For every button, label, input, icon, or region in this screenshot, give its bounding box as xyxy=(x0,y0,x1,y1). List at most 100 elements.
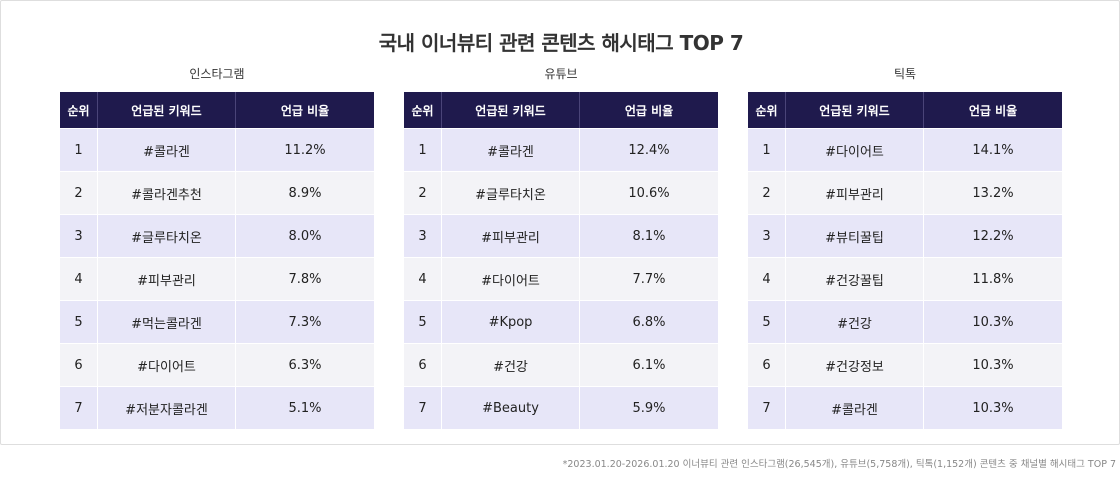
header-keyword: 언급된 키워드 xyxy=(786,92,924,128)
table-body: 1 #다이어트 14.1% 2 #피부관리 13.2% 3 #뷰티꿀팁 12.2% 4 #건강꿀팁 1… xyxy=(748,129,1062,429)
ratio-cell: 8.1% xyxy=(580,215,718,257)
table-body: 1 #콜라겐 12.4% 2 #글루타치온 10.6% 3 #피부관리 8.1% 4 #다이어트 7.… xyxy=(404,129,718,429)
rank-cell: 5 xyxy=(404,301,442,343)
chart-title: 국내 이너뷰티 관련 콘텐츠 해시태그 TOP 7 xyxy=(378,31,744,55)
header-keyword: 언급된 키워드 xyxy=(442,92,580,128)
table-youtube: 순위 언급된 키워드 언급 비율 1 #콜라겐 12.4% 2 #글루타치온 10.6% 3… xyxy=(404,91,718,430)
table-row: 5 #건강 10.3% xyxy=(748,301,1062,343)
table-row: 4 #다이어트 7.7% xyxy=(404,258,718,300)
table-row: 4 #피부관리 7.8% xyxy=(60,258,374,300)
keyword-cell: #콜라겐 xyxy=(442,129,580,171)
keyword-cell: #Beauty xyxy=(442,387,580,429)
rank-cell: 1 xyxy=(60,129,98,171)
ratio-cell: 7.3% xyxy=(236,301,374,343)
rank-cell: 1 xyxy=(404,129,442,171)
table-row: 1 #다이어트 14.1% xyxy=(748,129,1062,171)
header-rank: 순위 xyxy=(60,92,98,128)
ratio-cell: 13.2% xyxy=(924,172,1062,214)
ratio-cell: 11.2% xyxy=(236,129,374,171)
keyword-cell: #글루타치온 xyxy=(442,172,580,214)
table-row: 3 #글루타치온 8.0% xyxy=(60,215,374,257)
ratio-cell: 14.1% xyxy=(924,129,1062,171)
keyword-cell: #Kpop xyxy=(442,301,580,343)
ratio-cell: 5.1% xyxy=(236,387,374,429)
rank-cell: 4 xyxy=(748,258,786,300)
rank-cell: 2 xyxy=(748,172,786,214)
ratio-cell: 10.3% xyxy=(924,301,1062,343)
platform-title-youtube: 유튜브 xyxy=(544,67,578,81)
ratio-cell: 5.9% xyxy=(580,387,718,429)
keyword-cell: #콜라겐추천 xyxy=(98,172,236,214)
keyword-cell: #먹는콜라겐 xyxy=(98,301,236,343)
rank-cell: 4 xyxy=(404,258,442,300)
table-body: 1 #콜라겐 11.2% 2 #콜라겐추천 8.9% 3 #글루타치온 8.0% 4 #피부관리 7.… xyxy=(60,129,374,429)
keyword-cell: #피부관리 xyxy=(98,258,236,300)
keyword-cell: #다이어트 xyxy=(98,344,236,386)
table-header-row: 순위 언급된 키워드 언급 비율 xyxy=(748,92,1062,128)
rank-cell: 1 xyxy=(748,129,786,171)
ratio-cell: 12.4% xyxy=(580,129,718,171)
table-header-row: 순위 언급된 키워드 언급 비율 xyxy=(404,92,718,128)
ratio-cell: 8.0% xyxy=(236,215,374,257)
keyword-cell: #콜라겐 xyxy=(98,129,236,171)
table-row: 7 #Beauty 5.9% xyxy=(404,387,718,429)
keyword-cell: #피부관리 xyxy=(786,172,924,214)
rank-cell: 3 xyxy=(404,215,442,257)
rank-cell: 3 xyxy=(60,215,98,257)
platform-title-instagram: 인스타그램 xyxy=(189,67,245,81)
ratio-cell: 12.2% xyxy=(924,215,1062,257)
table-row: 6 #건강정보 10.3% xyxy=(748,344,1062,386)
ratio-cell: 7.7% xyxy=(580,258,718,300)
rank-cell: 7 xyxy=(404,387,442,429)
table-row: 5 #Kpop 6.8% xyxy=(404,301,718,343)
keyword-cell: #다이어트 xyxy=(442,258,580,300)
ratio-cell: 10.3% xyxy=(924,344,1062,386)
ratio-cell: 10.3% xyxy=(924,387,1062,429)
table-row: 5 #먹는콜라겐 7.3% xyxy=(60,301,374,343)
header-rank: 순위 xyxy=(748,92,786,128)
rank-cell: 5 xyxy=(60,301,98,343)
table-tiktok: 순위 언급된 키워드 언급 비율 1 #다이어트 14.1% 2 #피부관리 13.2% 3… xyxy=(748,91,1062,430)
keyword-cell: #콜라겐 xyxy=(786,387,924,429)
ratio-cell: 7.8% xyxy=(236,258,374,300)
ratio-cell: 10.6% xyxy=(580,172,718,214)
table-row: 1 #콜라겐 12.4% xyxy=(404,129,718,171)
header-ratio: 언급 비율 xyxy=(580,92,718,128)
table-row: 4 #건강꿀팁 11.8% xyxy=(748,258,1062,300)
keyword-cell: #다이어트 xyxy=(786,129,924,171)
rank-cell: 7 xyxy=(60,387,98,429)
keyword-cell: #피부관리 xyxy=(442,215,580,257)
rank-cell: 3 xyxy=(748,215,786,257)
keyword-cell: #건강정보 xyxy=(786,344,924,386)
header-rank: 순위 xyxy=(404,92,442,128)
rank-cell: 6 xyxy=(404,344,442,386)
table-row: 1 #콜라겐 11.2% xyxy=(60,129,374,171)
keyword-cell: #건강꿀팁 xyxy=(786,258,924,300)
ratio-cell: 8.9% xyxy=(236,172,374,214)
ratio-cell: 6.1% xyxy=(580,344,718,386)
table-row: 2 #글루타치온 10.6% xyxy=(404,172,718,214)
rank-cell: 5 xyxy=(748,301,786,343)
table-row: 3 #뷰티꿀팁 12.2% xyxy=(748,215,1062,257)
table-row: 3 #피부관리 8.1% xyxy=(404,215,718,257)
rank-cell: 2 xyxy=(404,172,442,214)
header-ratio: 언급 비율 xyxy=(924,92,1062,128)
keyword-cell: #건강 xyxy=(786,301,924,343)
table-instagram: 순위 언급된 키워드 언급 비율 1 #콜라겐 11.2% 2 #콜라겐추천 8.9% 3 #… xyxy=(60,91,374,430)
table-row: 7 #저분자콜라겐 5.1% xyxy=(60,387,374,429)
keyword-cell: #글루타치온 xyxy=(98,215,236,257)
ratio-cell: 6.8% xyxy=(580,301,718,343)
platform-title-tiktok: 틱톡 xyxy=(893,67,917,81)
table-row: 2 #피부관리 13.2% xyxy=(748,172,1062,214)
footnote: *2023.01.20-2026.01.20 이너뷰티 관련 인스타그램(26,… xyxy=(562,459,1116,470)
chart-card: 국내 이너뷰티 관련 콘텐츠 해시태그 TOP 7 인스타그램 순위 언급된 키… xyxy=(0,0,1120,445)
rank-cell: 7 xyxy=(748,387,786,429)
rank-cell: 6 xyxy=(748,344,786,386)
header-keyword: 언급된 키워드 xyxy=(98,92,236,128)
table-row: 6 #다이어트 6.3% xyxy=(60,344,374,386)
header-ratio: 언급 비율 xyxy=(236,92,374,128)
keyword-cell: #뷰티꿀팁 xyxy=(786,215,924,257)
rank-cell: 4 xyxy=(60,258,98,300)
table-header-row: 순위 언급된 키워드 언급 비율 xyxy=(60,92,374,128)
ratio-cell: 11.8% xyxy=(924,258,1062,300)
